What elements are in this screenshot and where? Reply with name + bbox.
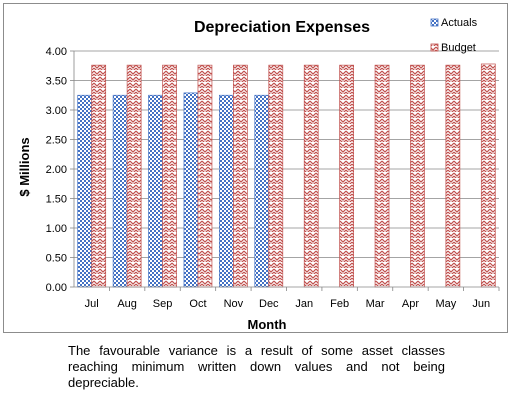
bar-budget-sep xyxy=(162,64,177,288)
bar-budget-oct xyxy=(197,64,213,288)
bar-budget-jul xyxy=(91,64,107,288)
bar-budget-mar xyxy=(374,64,390,288)
y-tick-label: 3.50 xyxy=(46,76,67,88)
y-axis-title: $ Millions xyxy=(17,137,32,196)
bars xyxy=(77,63,496,288)
legend-label-actuals: Actuals xyxy=(441,17,478,29)
axes xyxy=(70,50,500,291)
x-tick-label: Feb xyxy=(330,298,349,310)
y-tick-label: 0.00 xyxy=(46,282,67,294)
x-tick-label: Jan xyxy=(295,298,313,310)
bar-chart: 0.00 0.50 1.00 1.50 2.00 2.50 3.00 3.50 4.00 Jul A… xyxy=(17,17,500,332)
gridlines xyxy=(74,50,499,258)
bar-budget-jan xyxy=(303,64,319,288)
x-tick-label: Nov xyxy=(224,298,244,310)
bar-actuals-nov xyxy=(219,94,234,288)
x-tick-label: Sep xyxy=(153,298,173,310)
y-tick-label: 1.00 xyxy=(46,223,67,235)
bar-budget-feb xyxy=(339,64,354,288)
legend-swatch-budget xyxy=(430,43,439,52)
caption-text: The favourable variance is a result of s… xyxy=(68,343,445,390)
bar-budget-apr xyxy=(410,64,425,288)
legend-label-budget: Budget xyxy=(441,42,476,54)
x-tick-label: Mar xyxy=(366,298,385,310)
bar-budget-may xyxy=(445,64,461,288)
bar-actuals-jul xyxy=(77,94,93,288)
y-tick-label: 2.00 xyxy=(46,164,67,176)
y-tick-label: 2.50 xyxy=(46,135,67,147)
x-tick-label: May xyxy=(435,298,456,310)
bar-budget-nov xyxy=(233,64,248,288)
bar-actuals-sep xyxy=(148,94,163,288)
y-tick-label: 1.50 xyxy=(46,194,67,206)
chart-container: 0.00 0.50 1.00 1.50 2.00 2.50 3.00 3.50 4.00 Jul A… xyxy=(3,3,508,333)
legend: Actuals Budget xyxy=(430,17,478,54)
y-tick-label: 4.00 xyxy=(46,46,67,58)
x-tick-label: Oct xyxy=(189,298,206,310)
x-tick-label: Aug xyxy=(117,298,137,310)
bar-budget-dec xyxy=(268,64,284,288)
chart-title: Depreciation Expenses xyxy=(194,19,370,36)
x-tick-label: Dec xyxy=(259,298,279,310)
legend-swatch-actuals xyxy=(430,18,439,27)
y-tick-label: 0.50 xyxy=(46,253,67,265)
bar-actuals-dec xyxy=(254,94,270,288)
x-tick-label: Apr xyxy=(402,298,419,310)
y-tick-label: 3.00 xyxy=(46,105,67,117)
x-tick-label: Jul xyxy=(85,298,99,310)
bar-budget-aug xyxy=(126,64,142,288)
x-tick-label: Jun xyxy=(472,298,490,310)
bar-actuals-aug xyxy=(112,94,128,288)
bar-budget-jun xyxy=(480,63,496,288)
x-axis-title: Month xyxy=(248,317,287,332)
tick-labels: 0.00 0.50 1.00 1.50 2.00 2.50 3.00 3.50 4.00 Jul A… xyxy=(46,46,491,310)
bar-actuals-oct xyxy=(183,92,199,288)
